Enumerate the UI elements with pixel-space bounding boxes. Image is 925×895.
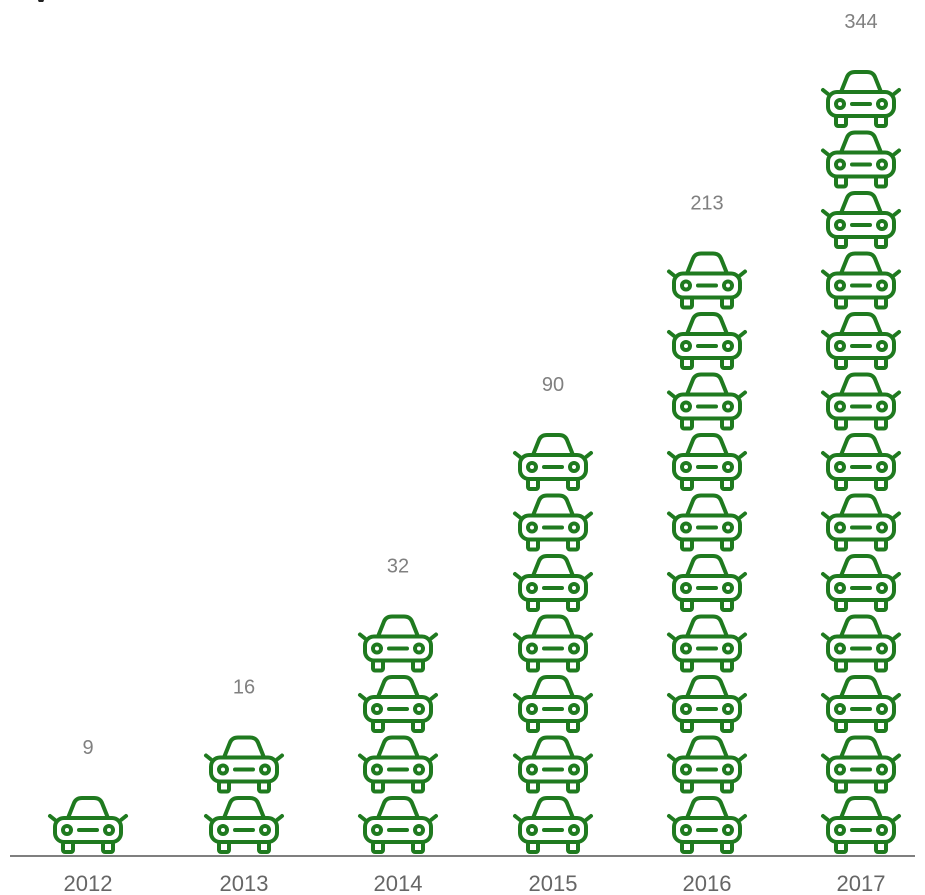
car-icon: [513, 675, 593, 733]
car-icon: [358, 614, 438, 673]
car-icon: [204, 796, 284, 854]
car-icon: [821, 70, 901, 128]
title-fragment: [30, 0, 52, 2]
car-icon: [667, 796, 747, 854]
car-icon: [821, 614, 901, 673]
bar-2015: [513, 433, 593, 854]
car-icon: [821, 130, 901, 189]
car-icon: [48, 796, 128, 854]
car-icon: [513, 614, 593, 673]
car-icon: [821, 433, 901, 491]
car-icon: [821, 191, 901, 249]
value-label-2017: 344: [844, 11, 877, 33]
car-icon: [513, 735, 593, 794]
car-icon: [513, 554, 593, 612]
car-icon: [358, 735, 438, 794]
bar-2017: [821, 70, 901, 854]
car-icon: [667, 312, 747, 370]
bar-2013: [204, 735, 284, 854]
x-tick-label-2017: 2017: [837, 871, 886, 895]
value-label-2015: 90: [542, 374, 564, 396]
car-icon: [667, 251, 747, 310]
value-label-2014: 32: [387, 556, 409, 578]
car-icon: [667, 614, 747, 673]
car-icon: [821, 312, 901, 370]
car-icon: [821, 251, 901, 310]
car-icon: [358, 675, 438, 733]
car-icon: [667, 493, 747, 552]
bar-2012: [48, 796, 128, 854]
car-icon: [821, 796, 901, 854]
x-tick-label-2016: 2016: [683, 871, 732, 895]
value-label-2013: 16: [233, 677, 255, 699]
car-icon: [667, 675, 747, 733]
x-tick-label-2013: 2013: [220, 871, 269, 895]
car-icon: [358, 796, 438, 854]
car-icon: [821, 735, 901, 794]
value-label-2016: 213: [690, 193, 723, 215]
bar-2014: [358, 614, 438, 854]
car-icon: [204, 735, 284, 794]
x-tick-label-2012: 2012: [64, 871, 113, 895]
x-tick-label-2015: 2015: [529, 871, 578, 895]
car-icon: [667, 372, 747, 431]
bar-2016: [667, 251, 747, 854]
car-icon: [821, 554, 901, 612]
car-icon: [667, 554, 747, 612]
car-icon: [667, 433, 747, 491]
value-label-2012: 9: [82, 737, 93, 759]
car-icon: [821, 493, 901, 552]
car-icon: [513, 796, 593, 854]
car-icon: [667, 735, 747, 794]
car-icon: [513, 493, 593, 552]
car-icon: [821, 372, 901, 431]
car-icon: [513, 433, 593, 491]
x-tick-label-2014: 2014: [374, 871, 423, 895]
car-icon: [821, 675, 901, 733]
